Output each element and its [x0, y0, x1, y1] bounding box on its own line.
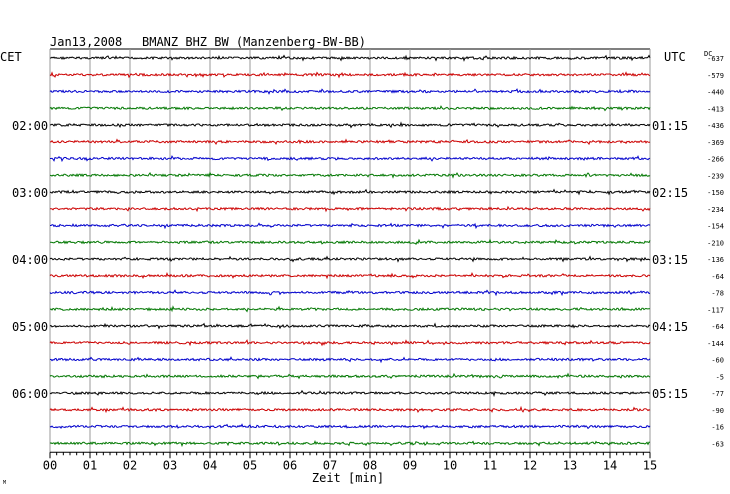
x-axis-label: Zeit [min]	[312, 471, 384, 485]
trace-line	[49, 121, 651, 129]
dc-offset-label: -154	[707, 223, 724, 231]
trace-line	[49, 171, 651, 179]
dc-offset-label: -210	[707, 239, 724, 247]
label-layer: 00 01 02 03 04 05 06 07 08 09 10 11 12 13 14 15 -637 -579…	[12, 55, 724, 472]
x-tick-label: 06	[283, 458, 297, 472]
utc-hour-label: 02:15	[652, 186, 688, 200]
dc-offset-label: -579	[707, 72, 724, 80]
dc-offset-label: -16	[711, 424, 724, 432]
x-tick-label: 09	[403, 458, 417, 472]
cet-hour-label: 04:00	[12, 253, 48, 267]
x-tick-label: 11	[483, 458, 497, 472]
trace-line	[49, 405, 651, 414]
dc-offset-label: -266	[707, 156, 724, 164]
trace-line	[50, 238, 651, 246]
dc-offset-label: -150	[707, 189, 724, 197]
trace-line	[49, 289, 651, 297]
header-station: BMANZ BHZ BW (Manzenberg-BW-BB)	[142, 35, 366, 49]
utc-hour-label: 05:15	[652, 387, 688, 401]
trace-line	[50, 155, 651, 163]
header-date: Jan13,2008	[50, 35, 122, 49]
dc-offset-label: -63	[711, 440, 724, 448]
x-tick-label: 05	[243, 458, 257, 472]
trace-line	[49, 423, 651, 430]
trace-line	[50, 54, 651, 62]
x-tick-label: 12	[523, 458, 537, 472]
x-tick-label: 04	[203, 458, 217, 472]
trace-line	[49, 389, 651, 398]
dc-offset-label: -78	[711, 290, 724, 298]
trace-line	[49, 372, 651, 380]
trace-line	[49, 105, 651, 112]
dc-offset-label: -144	[707, 340, 724, 348]
trace-line	[49, 322, 651, 330]
x-tick-label: 01	[83, 458, 97, 472]
dc-offset-label: -77	[711, 390, 724, 398]
x-tick-label: 00	[43, 458, 57, 472]
trace-line	[49, 188, 651, 196]
dc-offset-label: -369	[707, 139, 724, 147]
trace-line	[49, 71, 651, 79]
trace-line	[49, 271, 651, 280]
trace-layer	[49, 54, 651, 448]
right-axis-title: UTC	[664, 50, 686, 64]
dc-offset-label: -117	[707, 306, 724, 314]
x-tick-label: 02	[123, 458, 137, 472]
cet-hour-label: 02:00	[12, 119, 48, 133]
left-axis-title: CET	[0, 50, 22, 64]
dc-offset-label: -136	[707, 256, 724, 264]
trace-line	[50, 222, 651, 230]
dc-offset-label: -436	[707, 122, 724, 130]
trace-line	[49, 440, 651, 448]
trace-line	[49, 205, 651, 213]
trace-line	[49, 138, 651, 146]
corner-mark: M	[3, 480, 6, 486]
x-tick-label: 10	[443, 458, 457, 472]
trace-line	[49, 88, 651, 95]
dc-title: DC	[704, 50, 712, 58]
x-tick-label: 08	[363, 458, 377, 472]
trace-line	[49, 356, 651, 364]
x-tick-label: 03	[163, 458, 177, 472]
dc-offset-label: -234	[707, 206, 724, 214]
trace-line	[49, 339, 651, 347]
dc-offset-label: -637	[707, 55, 724, 63]
dc-offset-label: -413	[707, 105, 724, 113]
cet-hour-label: 03:00	[12, 186, 48, 200]
x-tick-label: 13	[563, 458, 577, 472]
utc-hour-label: 01:15	[652, 119, 688, 133]
dc-offset-label: -90	[711, 407, 724, 415]
dc-offset-label: -64	[711, 273, 724, 281]
x-tick-label: 07	[323, 458, 337, 472]
utc-hour-label: 03:15	[652, 253, 688, 267]
dc-offset-label: -440	[707, 89, 724, 97]
dc-offset-label: -239	[707, 172, 724, 180]
dc-offset-label: -5	[716, 373, 724, 381]
cet-hour-label: 05:00	[12, 320, 48, 334]
dc-offset-label: -60	[711, 357, 724, 365]
grid-layer	[49, 48, 651, 459]
cet-hour-label: 06:00	[12, 387, 48, 401]
trace-line	[49, 255, 651, 263]
trace-line	[49, 305, 651, 313]
dc-offset-label: -64	[711, 323, 724, 331]
x-tick-label: 15	[643, 458, 657, 472]
x-tick-label: 14	[603, 458, 617, 472]
utc-hour-label: 04:15	[652, 320, 688, 334]
